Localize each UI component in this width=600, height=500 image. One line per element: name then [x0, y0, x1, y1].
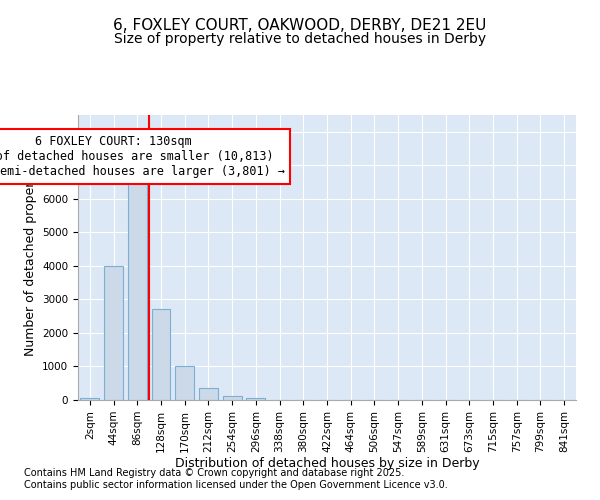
Bar	[104, 266, 123, 400]
Bar	[223, 396, 242, 400]
Bar	[152, 310, 170, 400]
Y-axis label: Number of detached properties: Number of detached properties	[23, 159, 37, 356]
Bar	[199, 388, 218, 400]
X-axis label: Distribution of detached houses by size in Derby: Distribution of detached houses by size …	[175, 458, 479, 470]
Bar	[247, 398, 265, 400]
Bar	[175, 366, 194, 400]
Text: Size of property relative to detached houses in Derby: Size of property relative to detached ho…	[114, 32, 486, 46]
Text: 6 FOXLEY COURT: 130sqm
← 73% of detached houses are smaller (10,813)
26% of semi: 6 FOXLEY COURT: 130sqm ← 73% of detached…	[0, 135, 284, 178]
Text: 6, FOXLEY COURT, OAKWOOD, DERBY, DE21 2EU: 6, FOXLEY COURT, OAKWOOD, DERBY, DE21 2E…	[113, 18, 487, 32]
Bar	[128, 178, 147, 400]
Text: Contains HM Land Registry data © Crown copyright and database right 2025.: Contains HM Land Registry data © Crown c…	[24, 468, 404, 477]
Text: Contains public sector information licensed under the Open Government Licence v3: Contains public sector information licen…	[24, 480, 448, 490]
Bar	[80, 398, 100, 400]
